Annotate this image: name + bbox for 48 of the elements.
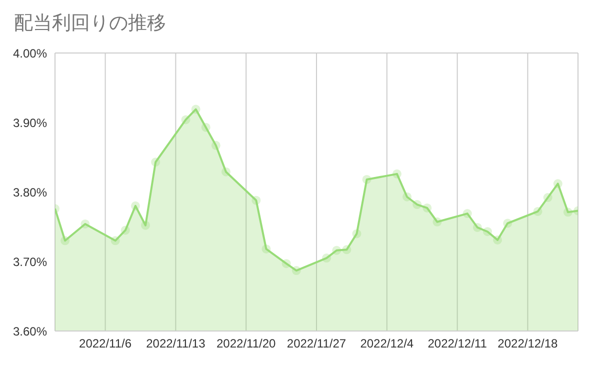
point [563, 208, 572, 217]
x-tick-label: 2022/11/20 [216, 336, 276, 351]
point [362, 174, 372, 184]
point [462, 209, 472, 218]
point [262, 244, 271, 254]
point [482, 227, 492, 236]
point [60, 236, 70, 246]
x-tick-label: 2022/12/18 [498, 336, 558, 351]
point [181, 115, 190, 124]
x-tick-label: 2022/12/4 [360, 336, 414, 351]
point [422, 203, 432, 212]
point [252, 196, 261, 205]
point [110, 236, 120, 246]
x-tick-label: 2022/11/27 [286, 336, 346, 351]
x-tick-label: 2022/11/13 [146, 336, 206, 351]
point [211, 140, 220, 150]
point [80, 219, 90, 228]
point [503, 218, 512, 228]
point [352, 229, 362, 238]
point [493, 235, 502, 244]
point [282, 259, 291, 268]
point [120, 226, 130, 235]
y-tick-label: 3.70% [12, 254, 48, 269]
point [533, 206, 542, 216]
point [292, 266, 301, 276]
point [432, 217, 442, 226]
point [151, 158, 160, 167]
point [201, 122, 210, 132]
chart-title: 配当利回りの推移 [14, 11, 166, 36]
point [191, 104, 200, 114]
x-tick-label: 2022/12/11 [428, 336, 488, 351]
x-tick-label: 2022/11/6 [79, 336, 132, 351]
y-tick-label: 3.60% [12, 324, 48, 338]
point [322, 254, 332, 263]
point [553, 179, 562, 188]
point [392, 169, 402, 178]
point [472, 222, 482, 232]
point [221, 167, 230, 176]
point [402, 192, 412, 202]
y-tick-label: 3.90% [12, 116, 48, 130]
y-tick-label: 3.80% [12, 185, 48, 200]
point [342, 245, 352, 254]
y-tick-label: 4.00% [12, 46, 48, 60]
point [543, 193, 552, 202]
point [130, 201, 140, 210]
point [332, 246, 342, 255]
point [141, 220, 150, 230]
point [412, 200, 422, 210]
